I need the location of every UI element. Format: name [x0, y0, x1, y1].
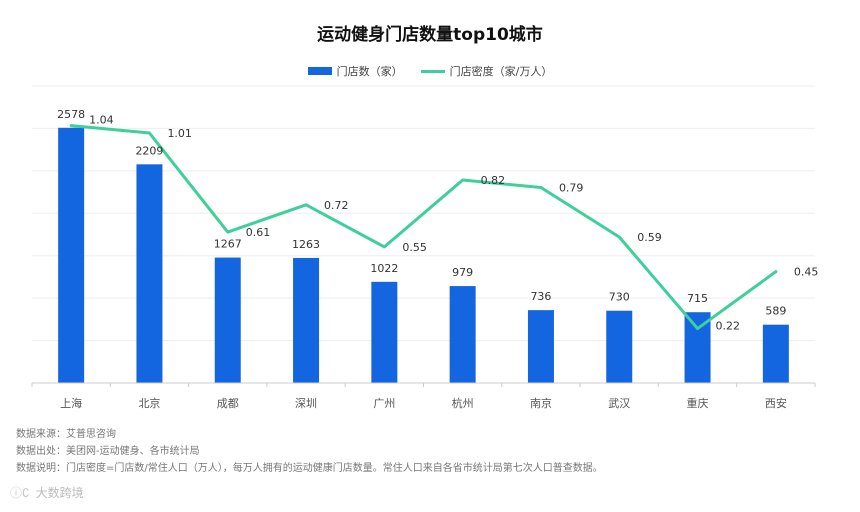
x-tick-label-3: 深圳 — [295, 397, 317, 410]
bar-上海 — [58, 127, 85, 383]
legend-line-swatch — [420, 69, 445, 73]
chart-plot-area: 2578 2209 1267 1263 1022 979 736 730 715 589 1.04 1… — [31, 85, 818, 410]
brand-watermark: ⓘ∁ 大数跨境 — [10, 484, 84, 501]
data-labels: 2578 2209 1267 1263 1022 979 736 730 715 589 1.04 1… — [57, 108, 818, 333]
density-point — [540, 186, 542, 188]
density-point — [697, 328, 699, 330]
chart-legend: 门店数（家） 门店密度（家/万人） — [0, 63, 860, 79]
density-point — [462, 179, 464, 181]
density-value-label: 0.79 — [559, 181, 584, 194]
x-tick-label-4: 广州 — [373, 397, 395, 410]
density-value-label: 0.72 — [324, 199, 349, 212]
density-point — [618, 236, 620, 238]
density-value-label: 1.01 — [167, 127, 192, 140]
bar-成都 — [214, 257, 241, 383]
grid-lines — [32, 85, 815, 342]
density-point — [70, 125, 72, 127]
legend-label-store-density: 门店密度（家/万人） — [449, 65, 553, 78]
x-tick-label-0: 上海 — [60, 396, 82, 410]
bar-value-label: 589 — [765, 305, 786, 318]
bar-广州 — [371, 281, 398, 383]
watermark-text: 大数跨境 — [35, 486, 84, 500]
density-point — [148, 132, 150, 134]
x-tick-label-5: 杭州 — [452, 396, 474, 410]
density-value-label: 0.61 — [246, 226, 271, 239]
bar-西安 — [762, 324, 789, 383]
bar-value-label: 2578 — [57, 108, 85, 121]
bar-武汉 — [606, 310, 633, 383]
bar-南京 — [527, 310, 554, 383]
density-value-label: 0.22 — [716, 320, 741, 333]
density-point — [227, 231, 229, 233]
x-tick-label-8: 重庆 — [687, 396, 709, 410]
x-axis: 上海 北京 成都 深圳 广州 杭州 南京 武汉 重庆 西安 — [31, 382, 816, 410]
bar-北京 — [136, 164, 163, 383]
line-series — [69, 124, 778, 331]
density-value-label: 0.82 — [481, 174, 506, 187]
legend-item-store-count[interactable]: 门店数（家） — [307, 63, 403, 79]
density-value-label: 0.59 — [637, 231, 662, 244]
density-point — [775, 271, 777, 273]
chart-notes: 数据来源：艾普思咨询 数据出处：美团网-运动健身、各市统计局 数据说明：门店密度… — [16, 426, 603, 477]
x-tick-label-2: 成都 — [217, 397, 239, 410]
density-line — [69, 124, 778, 331]
bar-value-label: 2209 — [135, 144, 163, 157]
bar-value-label: 1267 — [214, 238, 242, 251]
bar-value-label: 1022 — [370, 262, 398, 275]
density-value-label: 1.04 — [89, 114, 114, 127]
bar-value-label: 730 — [609, 291, 630, 304]
x-tick-label-6: 南京 — [530, 396, 552, 410]
density-value-label: 0.55 — [402, 241, 427, 254]
legend-bar-swatch — [307, 67, 332, 75]
bar-value-label: 1263 — [292, 238, 320, 251]
bar-深圳 — [293, 257, 320, 383]
density-point — [383, 246, 385, 248]
chart-title: 运动健身门店数量top10城市 — [317, 25, 543, 45]
density-point — [305, 204, 307, 206]
bar-value-label: 736 — [530, 290, 551, 303]
ics-logo-icon: ⓘ∁ — [10, 486, 30, 500]
legend-label-store-count: 门店数（家） — [336, 65, 403, 78]
x-tick-label-9: 西安 — [765, 396, 787, 410]
note-explain: 数据说明：门店密度=门店数/常住人口（万人），每万人拥有的运动健康门店数量。常住… — [16, 463, 603, 474]
note-origin: 数据出处：美团网-运动健身、各市统计局 — [16, 446, 200, 457]
x-tick-label-7: 武汉 — [608, 397, 630, 410]
note-source: 数据来源：艾普思咨询 — [16, 429, 116, 440]
density-value-label: 0.45 — [794, 266, 819, 279]
x-tick-label-1: 北京 — [138, 396, 160, 410]
bar-杭州 — [449, 286, 476, 383]
bar-value-label: 979 — [452, 266, 473, 279]
legend-item-store-density[interactable]: 门店密度（家/万人） — [420, 63, 553, 79]
bar-value-label: 715 — [687, 292, 708, 305]
